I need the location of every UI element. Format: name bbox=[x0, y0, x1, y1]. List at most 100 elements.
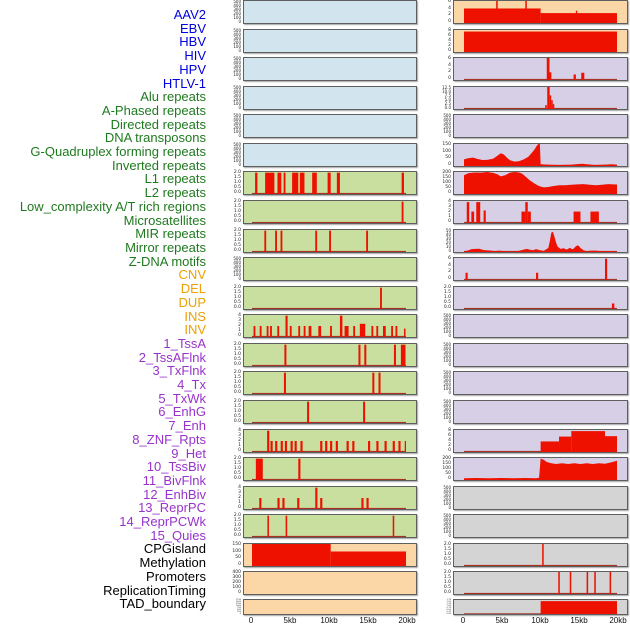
y-tick-label: 2 bbox=[448, 442, 451, 448]
y-tick-label: 0 bbox=[238, 76, 241, 81]
x-axis-label-right: 10kb bbox=[531, 616, 549, 625]
y-axis-ticks-Z-DNA motifs: 2.0 1.5 1.0 0.5 0.0 bbox=[226, 513, 241, 538]
y-tick-label: 200 bbox=[443, 325, 451, 330]
y-axis-ticks-5_TxWk: 200 150 100 50 0 bbox=[436, 170, 451, 195]
y-tick-label: 1.5 bbox=[443, 289, 451, 295]
y-axis-ticks-12_EnhBiv: 500 400 300 200 100 0 bbox=[436, 371, 451, 395]
y-tick-label: 0.5 bbox=[443, 556, 451, 562]
y-tick-label: 10.0 bbox=[442, 89, 451, 94]
y-tick-label: 400 bbox=[443, 117, 451, 122]
y-tick-label: 500 bbox=[233, 0, 241, 4]
y-tick-label: 400 bbox=[233, 60, 241, 65]
track-label-G-Quadruplex forming repeats: G-Quadruplex forming repeats bbox=[30, 144, 206, 159]
y-tick-label: 2 bbox=[448, 69, 451, 74]
y-tick-label: 500 bbox=[443, 399, 451, 404]
y-tick-label: 0.0 bbox=[233, 189, 241, 195]
y-tick-label: 0.0 bbox=[443, 561, 451, 567]
track-label-MIR repeats: MIR repeats bbox=[135, 226, 206, 242]
y-tick-label: 2.0 bbox=[443, 542, 451, 547]
y-tick-label: 1.5 bbox=[233, 232, 241, 238]
track-data-plot bbox=[251, 401, 407, 423]
track-panel-EBV bbox=[243, 29, 417, 53]
track-data-plot bbox=[463, 458, 618, 480]
x-axis-label-left: 0 bbox=[248, 616, 254, 625]
track-data-plot bbox=[251, 315, 407, 337]
y-tick-label: 200 bbox=[442, 170, 451, 175]
y-tick-label: 1.0 bbox=[233, 179, 241, 185]
track-label-INS: INS bbox=[184, 308, 206, 324]
y-tick-label: 0.0 bbox=[443, 304, 451, 310]
track-label-6_EnhG: 6_EnhG bbox=[158, 404, 206, 420]
y-tick-label: 0.0 bbox=[233, 304, 241, 310]
y-tick-label: 100 bbox=[443, 329, 451, 334]
track-label-EBV: EBV bbox=[179, 20, 206, 36]
y-axis-ticks-ReplicationTiming: 2.0 1.5 1.0 0.5 0.0 bbox=[436, 570, 451, 595]
y-axis-ticks-HTLV-1: 500 400 300 200 100 0 bbox=[226, 143, 241, 167]
y-tick-label: 30 bbox=[445, 236, 451, 241]
y-tick-label: 1.5 bbox=[443, 574, 451, 580]
y-tick-label: 4 bbox=[238, 313, 241, 318]
y-tick-label: 1.0 bbox=[233, 522, 241, 528]
track-label-1_TssA: 1_TssA bbox=[163, 335, 206, 351]
y-axis-ticks-10_TssBiv: 500 400 300 200 100 0 bbox=[436, 314, 451, 338]
y-tick-label: 0.5 bbox=[233, 413, 241, 419]
y-tick-label: 200 bbox=[443, 411, 451, 416]
track-label-HTLV-1: HTLV-1 bbox=[162, 75, 206, 91]
track-label-13_ReprPC: 13_ReprPC bbox=[138, 500, 206, 516]
track-panel-A-Phased repeats bbox=[243, 200, 417, 224]
y-tick-label: 100 bbox=[233, 129, 241, 134]
y-tick-label: 0.5 bbox=[233, 527, 241, 533]
y-tick-label: 0 bbox=[448, 333, 451, 338]
y-tick-label: 1.0 bbox=[233, 208, 241, 214]
y-axis-ticks-L2 repeats: 2.0 1.5 1.0 0.5 0.0 bbox=[226, 370, 241, 395]
y-tick-label: 1.5 bbox=[233, 374, 241, 380]
track-label-L1 repeats: L1 repeats bbox=[144, 171, 206, 187]
y-axis-ticks-11_BivFlnk: 500 400 300 200 100 0 bbox=[436, 343, 451, 367]
track-data-plot bbox=[463, 144, 618, 166]
y-tick-label: 0.5 bbox=[233, 184, 241, 190]
y-tick-label: 300 bbox=[443, 350, 451, 355]
y-axis-ticks-Inverted repeats: 43210 bbox=[226, 313, 241, 338]
track-label-Z-DNA motifs: Z-DNA motifs bbox=[128, 253, 206, 269]
y-tick-label: 0.5 bbox=[233, 299, 241, 305]
y-tick-label: 0 bbox=[238, 276, 241, 281]
track-panel-HBV bbox=[243, 57, 417, 81]
track-label-INV: INV bbox=[184, 322, 206, 338]
y-tick-label: 4 bbox=[448, 62, 451, 68]
y-tick-label: 500 bbox=[233, 28, 241, 33]
track-data-plot bbox=[252, 572, 406, 594]
track-data-plot bbox=[251, 458, 407, 480]
y-tick-label: 400 bbox=[443, 346, 451, 351]
y-tick-label: 300 bbox=[443, 378, 451, 383]
y-tick-label: 1.75 bbox=[446, 599, 451, 601]
y-tick-label: 100 bbox=[233, 15, 241, 20]
y-tick-label: 300 bbox=[232, 574, 241, 580]
y-tick-label: 6 bbox=[448, 56, 451, 61]
y-axis-ticks-Directed repeats: 2.0 1.5 1.0 0.5 0.0 bbox=[226, 228, 241, 253]
y-tick-label: 1.25 bbox=[446, 603, 451, 605]
y-tick-label: 1 bbox=[448, 213, 451, 219]
y-tick-label: 1.0 bbox=[233, 294, 241, 300]
track-data-plot bbox=[463, 258, 618, 280]
track-panel-11_BivFlnk bbox=[453, 343, 628, 367]
y-tick-label: 10 bbox=[445, 244, 451, 249]
y-axis-ticks-HIV: 500 400 300 200 100 0 bbox=[226, 86, 241, 110]
y-tick-label: 2 bbox=[238, 437, 241, 443]
y-tick-label: 0 bbox=[238, 133, 241, 138]
y-tick-label: 200 bbox=[443, 525, 451, 530]
y-tick-label: 0.0 bbox=[444, 105, 451, 110]
track-panel-2_TssAFlnk bbox=[453, 86, 628, 110]
y-tick-label: 300 bbox=[443, 493, 451, 498]
y-axis-ticks-HBV: 500 400 300 200 100 0 bbox=[226, 57, 241, 81]
y-tick-label: 0 bbox=[238, 19, 241, 24]
y-tick-label: 200 bbox=[443, 125, 451, 130]
y-axis-ticks-13_ReprPC: 500 400 300 200 100 0 bbox=[436, 400, 451, 424]
track-panel-14_ReprPCWk bbox=[453, 429, 628, 453]
track-data-plot bbox=[252, 1, 406, 23]
y-tick-label: 200 bbox=[233, 40, 241, 45]
y-tick-label: 0.5 bbox=[233, 470, 241, 476]
track-label-5_TxWk: 5_TxWk bbox=[158, 390, 206, 406]
track-label-8_ZNF_Rpts: 8_ZNF_Rpts bbox=[132, 431, 206, 447]
y-tick-label: 200 bbox=[443, 382, 451, 387]
